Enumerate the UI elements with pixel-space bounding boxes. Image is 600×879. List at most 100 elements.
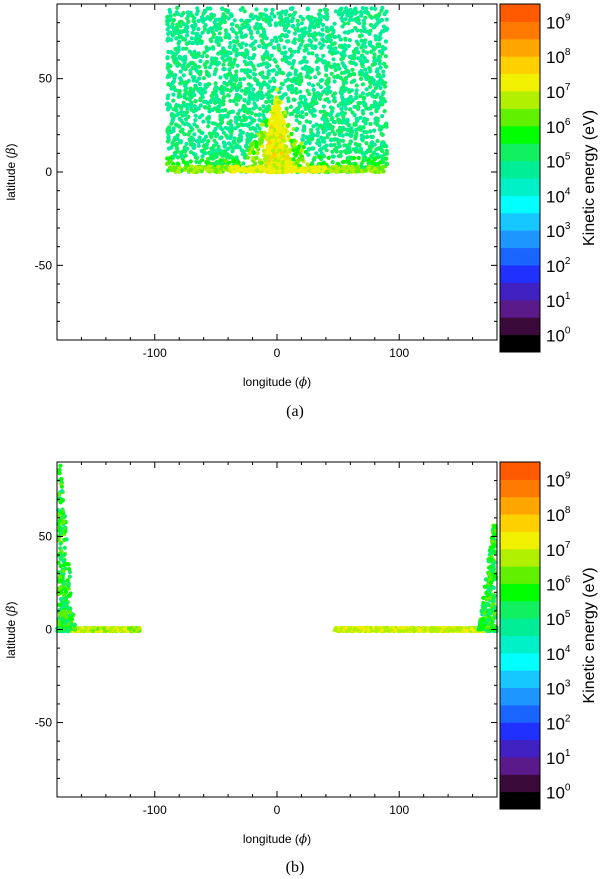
- scatter-point: [225, 146, 231, 151]
- scatter-point: [252, 46, 257, 51]
- scatter-point: [264, 36, 269, 41]
- scatter-point: [326, 99, 331, 104]
- scatter-point: [362, 168, 368, 173]
- scatter-point: [239, 88, 244, 93]
- scatter-point: [321, 53, 326, 59]
- scatter-point: [192, 122, 197, 127]
- scatter-point: [316, 130, 321, 135]
- scatter-point: [327, 44, 332, 49]
- scatter-point: [264, 99, 269, 105]
- scatter-point: [353, 95, 358, 100]
- scatter-point: [368, 121, 373, 126]
- scatter-point: [375, 138, 380, 144]
- scatter-point: [190, 23, 195, 29]
- scatter-point: [375, 42, 380, 47]
- scatter-point: [338, 37, 343, 42]
- scatter-point: [338, 44, 343, 49]
- scatter-point: [303, 169, 308, 174]
- scatter-point: [245, 133, 250, 138]
- scatter-point: [229, 145, 234, 150]
- scatter-point: [198, 96, 203, 101]
- scatter-point: [184, 141, 189, 146]
- scatter-point: [113, 628, 117, 633]
- scatter-point: [253, 112, 258, 117]
- scatter-point: [347, 165, 352, 170]
- scatter-point: [199, 165, 204, 170]
- scatter-point: [198, 34, 203, 39]
- scatter-point: [187, 129, 192, 134]
- colorbar-tick-label: 105: [546, 152, 571, 172]
- scatter-point: [294, 118, 299, 123]
- scatter-point: [292, 31, 298, 36]
- scatter-point: [236, 165, 241, 170]
- scatter-point: [367, 75, 372, 80]
- scatter-point: [182, 149, 188, 154]
- scatter-point: [280, 9, 285, 14]
- scatter-point: [249, 110, 254, 116]
- scatter-point: [264, 156, 269, 161]
- scatter-point: [178, 129, 183, 134]
- scatter-point: [383, 54, 388, 59]
- scatter-point: [341, 138, 346, 143]
- scatter-point: [175, 145, 180, 151]
- scatter-point: [203, 134, 209, 139]
- scatter-point: [171, 126, 176, 131]
- scatter-point: [200, 30, 205, 35]
- scatter-point: [253, 26, 258, 31]
- scatter-point: [260, 144, 265, 149]
- scatter-point: [294, 127, 299, 132]
- scatter-point: [171, 79, 176, 84]
- scatter-point: [344, 168, 349, 173]
- scatter-point: [286, 39, 291, 44]
- scatter-point: [186, 19, 191, 24]
- scatter-point: [242, 9, 247, 14]
- scatter-point: [315, 127, 320, 132]
- scatter-point: [302, 101, 307, 106]
- scatter-point: [203, 90, 208, 95]
- scatter-point: [164, 161, 170, 166]
- scatter-point: [212, 161, 218, 166]
- scatter-point: [191, 145, 196, 150]
- scatter-point: [354, 88, 359, 93]
- scatter-point: [316, 167, 321, 172]
- scatter-point: [230, 109, 235, 114]
- scatter-point: [366, 158, 371, 163]
- scatter-point: [382, 152, 387, 157]
- scatter-point: [167, 24, 172, 29]
- scatter-point: [383, 84, 388, 89]
- colorbar-segment: [500, 212, 540, 231]
- scatter-point: [217, 36, 223, 41]
- scatter-point: [178, 24, 183, 29]
- scatter-point: [377, 12, 382, 17]
- scatter-point: [216, 42, 221, 48]
- scatter-point: [245, 155, 250, 160]
- scatter-point: [211, 34, 216, 40]
- scatter-point: [292, 97, 297, 102]
- scatter-point: [365, 92, 370, 97]
- scatter-point: [285, 154, 290, 159]
- scatter-point: [318, 123, 323, 129]
- scatter-point: [175, 5, 180, 10]
- scatter-point: [240, 41, 245, 46]
- scatter-point: [222, 94, 227, 99]
- scatter-point: [253, 72, 258, 77]
- scatter-point: [377, 146, 382, 151]
- scatter-point: [293, 69, 298, 74]
- scatter-point: [219, 84, 224, 89]
- scatter-point: [267, 56, 272, 62]
- scatter-point: [262, 29, 267, 34]
- scatter-point: [194, 159, 199, 164]
- scatter-point: [191, 18, 196, 23]
- scatter-point: [232, 18, 237, 23]
- scatter-point: [382, 109, 387, 114]
- panel-a-x-axis-label: longitude (ϕ): [243, 375, 311, 389]
- scatter-point: [173, 122, 179, 127]
- scatter-point: [377, 49, 382, 54]
- scatter-point: [332, 74, 337, 80]
- scatter-point: [184, 96, 189, 101]
- scatter-point: [172, 59, 177, 64]
- scatter-point: [192, 132, 197, 137]
- scatter-point: [313, 44, 318, 49]
- scatter-point: [332, 21, 337, 26]
